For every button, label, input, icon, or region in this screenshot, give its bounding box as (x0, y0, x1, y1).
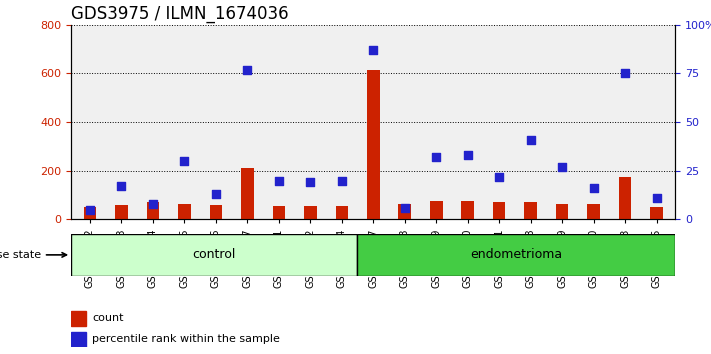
Point (178, 158, 190, 164)
Bar (336, 206, 348, 219)
Bar (115, 205, 128, 219)
Bar (241, 169, 254, 219)
Text: percentile rank within the sample: percentile rank within the sample (92, 334, 280, 344)
Bar (651, 207, 663, 219)
Bar (556, 204, 568, 219)
Bar (106, 25, 137, 219)
Bar (483, 25, 515, 219)
Bar (71, 311, 86, 326)
Point (462, 152, 474, 158)
Bar (146, 202, 159, 219)
Bar (358, 25, 389, 219)
Bar (587, 204, 600, 219)
Point (242, 67, 253, 72)
Bar (578, 25, 609, 219)
Text: endometrioma: endometrioma (471, 249, 562, 261)
Bar (210, 205, 222, 219)
FancyBboxPatch shape (71, 234, 358, 276)
Bar (609, 25, 641, 219)
Point (619, 70, 631, 76)
Bar (326, 25, 358, 219)
Bar (367, 70, 380, 219)
Bar (74, 25, 106, 219)
Bar (546, 25, 578, 219)
Point (368, 47, 379, 53)
Bar (304, 206, 316, 219)
Point (116, 183, 127, 189)
Bar (619, 177, 631, 219)
Bar (84, 207, 96, 219)
Bar (641, 25, 673, 219)
Bar (201, 25, 232, 219)
Text: GDS3975 / ILMN_1674036: GDS3975 / ILMN_1674036 (71, 6, 289, 23)
Point (651, 195, 662, 201)
Point (493, 174, 505, 179)
Bar (420, 25, 452, 219)
Bar (524, 202, 537, 219)
Point (210, 191, 222, 197)
Point (273, 178, 284, 183)
Bar (398, 204, 411, 219)
Point (525, 137, 536, 142)
Bar (263, 25, 294, 219)
Bar (493, 202, 506, 219)
Bar (389, 25, 420, 219)
Point (336, 178, 348, 183)
Bar (461, 201, 474, 219)
Bar (430, 201, 442, 219)
Bar (232, 25, 263, 219)
Bar (169, 25, 201, 219)
Text: count: count (92, 313, 124, 323)
Bar (515, 25, 546, 219)
FancyBboxPatch shape (358, 234, 675, 276)
Point (399, 205, 410, 211)
Bar (178, 204, 191, 219)
Point (557, 164, 568, 170)
Point (304, 180, 316, 185)
Text: disease state: disease state (0, 250, 66, 260)
Point (85, 207, 96, 212)
Point (147, 201, 159, 207)
Bar (71, 332, 86, 347)
Text: control: control (193, 249, 236, 261)
Bar (294, 25, 326, 219)
Point (431, 154, 442, 160)
Bar (272, 206, 285, 219)
Bar (137, 25, 169, 219)
Bar (452, 25, 483, 219)
Point (588, 185, 599, 191)
